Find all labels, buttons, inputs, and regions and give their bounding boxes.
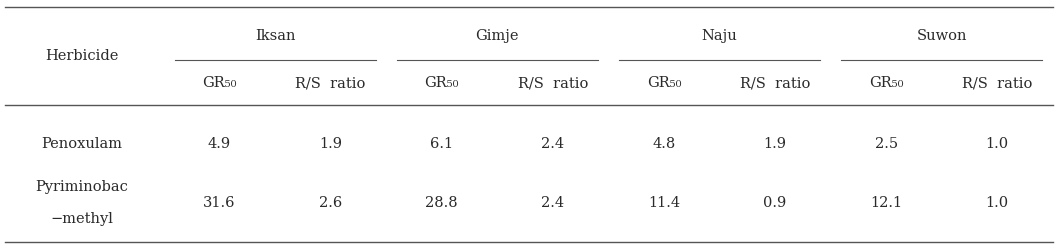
Text: 12.1: 12.1	[870, 196, 902, 210]
Text: 28.8: 28.8	[425, 196, 458, 210]
Text: Naju: Naju	[701, 29, 737, 43]
Text: −methyl: −methyl	[51, 213, 113, 226]
Text: Iksan: Iksan	[255, 29, 295, 43]
Text: 11.4: 11.4	[647, 196, 680, 210]
Text: 2.5: 2.5	[875, 137, 897, 151]
Text: 6.1: 6.1	[431, 137, 453, 151]
Text: GR₅₀: GR₅₀	[202, 76, 237, 90]
Text: 1.0: 1.0	[986, 137, 1008, 151]
Text: GR₅₀: GR₅₀	[424, 76, 459, 90]
Text: R/S  ratio: R/S ratio	[517, 76, 588, 90]
Text: GR₅₀: GR₅₀	[646, 76, 681, 90]
Text: 2.6: 2.6	[320, 196, 342, 210]
Text: 31.6: 31.6	[203, 196, 236, 210]
Text: 1.9: 1.9	[320, 137, 342, 151]
Text: Pyriminobac: Pyriminobac	[36, 180, 128, 194]
Text: Gimje: Gimje	[475, 29, 519, 43]
Text: Herbicide: Herbicide	[45, 49, 118, 63]
Text: 2.4: 2.4	[542, 137, 564, 151]
Text: Suwon: Suwon	[916, 29, 967, 43]
Text: 4.8: 4.8	[653, 137, 675, 151]
Text: R/S  ratio: R/S ratio	[962, 76, 1033, 90]
Text: 2.4: 2.4	[542, 196, 564, 210]
Text: 1.0: 1.0	[986, 196, 1008, 210]
Text: 4.9: 4.9	[208, 137, 231, 151]
Text: 1.9: 1.9	[764, 137, 786, 151]
Text: 0.9: 0.9	[764, 196, 786, 210]
Text: GR₅₀: GR₅₀	[869, 76, 904, 90]
Text: Penoxulam: Penoxulam	[41, 137, 123, 151]
Text: R/S  ratio: R/S ratio	[740, 76, 810, 90]
Text: R/S  ratio: R/S ratio	[295, 76, 366, 90]
